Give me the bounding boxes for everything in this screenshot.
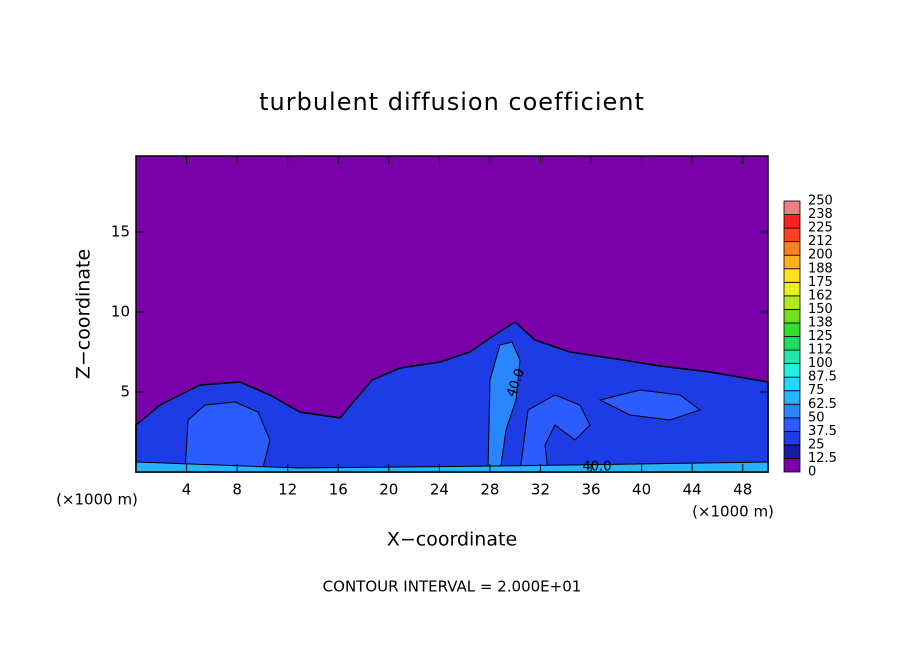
field-region: [487, 341, 521, 473]
x-tick-label: 8: [232, 481, 242, 499]
colorbar-label: 238: [808, 207, 833, 222]
colorbar-label: 75: [808, 383, 825, 398]
chart-title: turbulent diffusion coefficient: [259, 88, 645, 116]
colorbar-label: 162: [808, 288, 833, 303]
colorbar-box: [783, 322, 801, 337]
colorbar-box: [783, 214, 801, 229]
colorbar-label: 138: [808, 315, 833, 330]
y-axis-label: Z−coordinate: [73, 249, 95, 379]
colorbar-label: 50: [808, 410, 825, 425]
field-region: [598, 389, 702, 421]
x-tick-label: 28: [480, 481, 499, 499]
colorbar-label: 175: [808, 275, 833, 290]
contour-label: 40.0: [583, 460, 612, 475]
x-tick-label: 44: [683, 481, 702, 499]
colorbar-label: 250: [808, 194, 833, 209]
colorbar-box: [783, 200, 801, 215]
x-tick-label: 36: [581, 481, 600, 499]
footer: CONTOUR INTERVAL = 2.000E+01: [323, 578, 582, 596]
colorbar-label: 200: [808, 248, 833, 263]
colorbar-box: [783, 295, 801, 310]
colorbar-label: 188: [808, 261, 833, 276]
colorbar-box: [783, 281, 801, 297]
colorbar-box: [783, 390, 801, 405]
colorbar-box: [783, 458, 801, 473]
plot-frame: [135, 155, 769, 473]
field-region: [135, 321, 769, 473]
colorbar-label: 100: [808, 356, 833, 371]
colorbar-box: [783, 444, 801, 459]
colorbar-box: [783, 349, 801, 364]
colorbar-box: [783, 227, 801, 243]
x-tick-label: 16: [329, 481, 348, 499]
x-tick-label: 48: [733, 481, 752, 499]
colorbar-label: 125: [808, 329, 833, 344]
colorbar-label: 87.5: [808, 370, 837, 385]
x-unit-label: (×1000 m): [56, 491, 138, 509]
colorbar-label: 112: [808, 343, 833, 358]
colorbar-box: [783, 363, 801, 378]
y-tick-label: 10: [111, 303, 130, 321]
colorbar-box: [783, 308, 801, 324]
colorbar-label: 212: [808, 234, 833, 249]
colorbar-label: 25: [808, 437, 825, 452]
field-region: [184, 401, 271, 473]
colorbar-box: [783, 403, 801, 419]
colorbar-label: 62.5: [808, 397, 837, 412]
x-tick-label: 20: [379, 481, 398, 499]
x-tick-label: 4: [182, 481, 192, 499]
colorbar-label: 0: [808, 465, 816, 480]
y-tick-label: 15: [111, 223, 130, 241]
colorbar-box: [783, 417, 801, 432]
colorbar-label: 225: [808, 221, 833, 236]
x-tick-label: 32: [531, 481, 550, 499]
colorbar-label: 150: [808, 302, 833, 317]
colorbar-label: 37.5: [808, 424, 837, 439]
x-tick-label: 40: [632, 481, 651, 499]
field: [135, 156, 769, 473]
x-tick-label: 12: [278, 481, 297, 499]
colorbar-box: [783, 430, 801, 446]
x-axis-label: X−coordinate: [387, 529, 517, 551]
colorbar-box: [783, 336, 801, 351]
colorbar-box: [783, 268, 801, 283]
colorbar-label: 12.5: [808, 451, 837, 466]
x-tick-label: 24: [430, 481, 449, 499]
colorbar-box: [783, 254, 801, 270]
colorbar-box: [783, 376, 801, 392]
colorbar-box: [783, 241, 801, 256]
x-unit-label-right: (×1000 m): [692, 503, 774, 521]
field-region: [519, 394, 591, 473]
y-tick-label: 5: [120, 383, 130, 401]
